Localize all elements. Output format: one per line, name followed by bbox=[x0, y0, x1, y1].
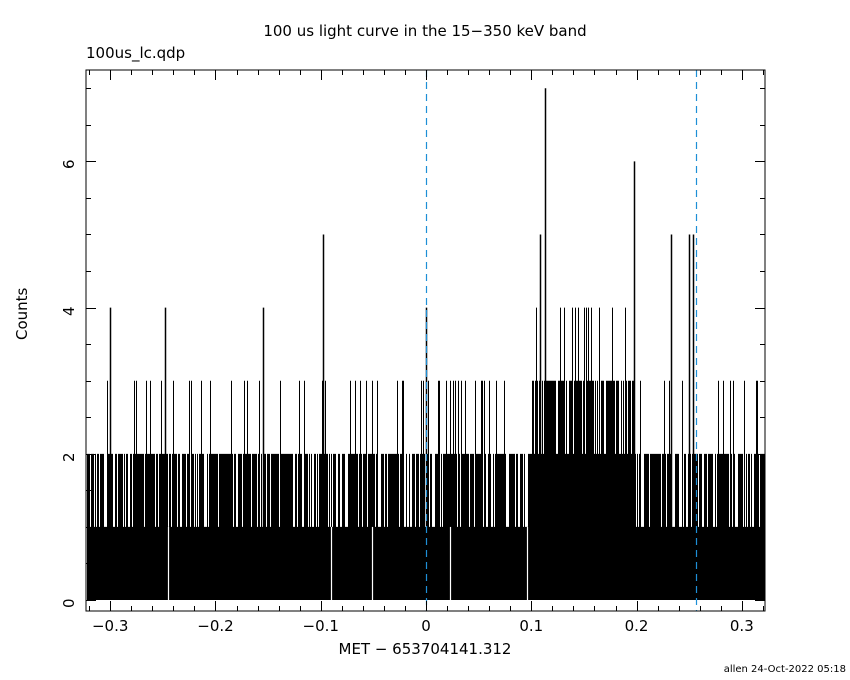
x-tick-label: 0.3 bbox=[729, 617, 754, 635]
y-tick-label: 4 bbox=[60, 306, 78, 316]
footer-stamp: allen 24-Oct-2022 05:18 bbox=[723, 664, 846, 675]
y-tick-label: 6 bbox=[60, 159, 78, 170]
chart-title: 100 us light curve in the 15−350 keV ban… bbox=[263, 22, 587, 40]
plot-frame bbox=[85, 69, 766, 612]
count-bars bbox=[87, 88, 765, 601]
axis-ticks bbox=[86, 70, 765, 611]
x-tick-label: −0.1 bbox=[302, 617, 339, 635]
x-tick-label: 0.1 bbox=[519, 617, 544, 635]
x-tick-label: −0.2 bbox=[197, 617, 234, 635]
y-tick-label: 0 bbox=[60, 598, 78, 609]
x-tick-label: −0.3 bbox=[91, 617, 129, 635]
y-tick-label: 2 bbox=[60, 452, 78, 462]
x-tick-label: 0.2 bbox=[624, 617, 649, 635]
y-axis-label: Counts bbox=[13, 287, 31, 340]
x-axis-label: MET − 653704141.312 bbox=[338, 640, 512, 658]
vertical-markers bbox=[425, 70, 698, 611]
x-tick-label: 0 bbox=[421, 617, 431, 635]
chart-subtitle: 100us_lc.qdp bbox=[86, 44, 186, 62]
